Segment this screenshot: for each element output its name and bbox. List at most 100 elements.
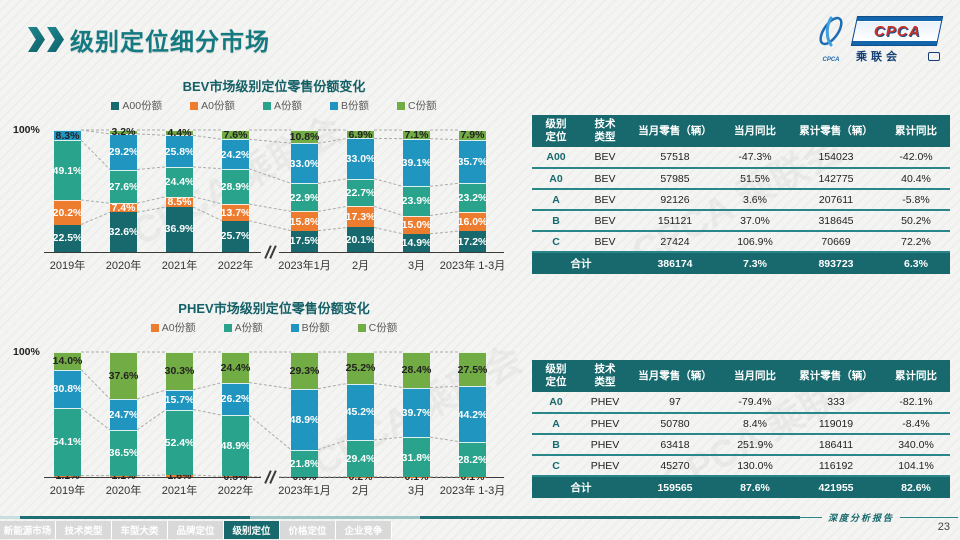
bar-segment: 39.1% — [402, 138, 431, 187]
table-cell: -79.4% — [720, 392, 790, 415]
table-cell: 130.0% — [720, 455, 790, 478]
bar-segment: 1.6% — [166, 471, 193, 481]
table-cell: 40.4% — [882, 168, 950, 191]
data-label: 29.4% — [345, 452, 376, 465]
table-header-cell: 级别 定位 — [532, 115, 580, 148]
data-label: 22.5% — [52, 232, 83, 245]
footer-tab-4[interactable]: 级别定位 — [224, 521, 280, 539]
report-label: 深度分析报告 — [828, 513, 895, 523]
bev-stacked-bar-chart: 22.5% 20.2% 49.1% 8.3% 32.6% 7.4% 27.6% 29.2% 3.… — [44, 126, 504, 259]
table-cell: 82.6% — [882, 476, 950, 499]
table-cell: 159565 — [630, 476, 720, 499]
bar-segment: 1.1% — [110, 471, 137, 481]
data-label: 13.7% — [220, 206, 251, 219]
bar-segment: 0.5% — [222, 471, 249, 481]
data-label: 48.9% — [289, 413, 320, 426]
bar-segment: 31.8% — [402, 437, 431, 477]
table-cell: 63418 — [630, 434, 720, 457]
footer-tab-2[interactable]: 车型大类 — [112, 521, 168, 539]
table-cell: A — [532, 413, 580, 436]
axis-label: 2022年 — [217, 485, 254, 497]
table-cell: 318645 — [790, 210, 882, 233]
data-label: 4.4% — [167, 126, 192, 139]
footer-tab-5[interactable]: 价格定位 — [280, 521, 336, 539]
table-cell: BEV — [580, 231, 630, 254]
page-number: 23 — [937, 521, 950, 533]
footer-tab-3[interactable]: 品牌定位 — [168, 521, 224, 539]
table-header-cell: 当月同比 — [720, 360, 790, 393]
table-cell: 6.3% — [882, 252, 950, 275]
data-label: 49.1% — [52, 164, 83, 177]
table-header-cell: 当月零售（辆） — [630, 115, 720, 148]
bar-segment: 32.6% — [109, 212, 138, 252]
stacked-bar: 17.5% 15.8% 22.9% 33.0% 10.8% — [289, 130, 320, 252]
data-label: 7.6% — [223, 128, 248, 141]
table-cell: 154023 — [790, 147, 882, 170]
data-label: 16.0% — [457, 215, 488, 228]
table-cell: 37.0% — [720, 210, 790, 233]
data-label: 15.8% — [289, 215, 320, 228]
bar-segment: 24.4% — [220, 352, 251, 383]
phev-y-axis-max-label: 100% — [13, 346, 40, 358]
data-label: 23.2% — [457, 191, 488, 204]
data-label: 39.7% — [401, 406, 432, 419]
table-cell: PHEV — [580, 434, 630, 457]
data-label: 24.4% — [220, 361, 251, 374]
connector-lines — [80, 129, 460, 235]
bar-segment: 35.7% — [457, 139, 488, 184]
table-cell: 合计 — [532, 476, 630, 499]
data-label: 1.1% — [55, 470, 80, 483]
table-cell: 142775 — [790, 168, 882, 191]
data-label: 52.4% — [164, 436, 195, 449]
footer-tabs: 新能源市场 技术类型 车型大类 品牌定位 级别定位 价格定位 企业竞争 — [0, 521, 392, 539]
data-label: 35.7% — [457, 155, 488, 168]
bar-segment: 7.1% — [403, 130, 430, 140]
table-row: C PHEV 45270 130.0% 116192 104.1% — [532, 455, 950, 478]
bar-segment: 22.5% — [52, 224, 83, 252]
table-cell: 70669 — [790, 231, 882, 254]
stacked-bar: 32.6% 7.4% 27.6% 29.2% 3.2% — [109, 127, 138, 252]
data-label: 17.3% — [345, 211, 376, 224]
stacked-bar: 1.1% 36.5% 24.7% 37.6% — [109, 352, 138, 481]
table-cell: 51.5% — [720, 168, 790, 191]
bar-segment: 29.3% — [290, 352, 319, 389]
table-row: A00 BEV 57518 -47.3% 154023 -42.0% — [532, 147, 950, 170]
table-cell: BEV — [580, 168, 630, 191]
bar-segment: 36.5% — [109, 429, 138, 476]
table-row: A PHEV 50780 8.4% 119019 -8.4% — [532, 413, 950, 436]
footer-tab-0[interactable]: 新能源市场 — [0, 521, 56, 539]
table-header-cell: 当月零售（辆） — [630, 360, 720, 393]
data-label: 28.4% — [401, 364, 432, 376]
legend-label: A0份额 — [161, 322, 196, 334]
divider — [800, 517, 822, 518]
legend-swatch-icon — [190, 101, 199, 110]
legend-label: A0份额 — [201, 100, 235, 112]
table-cell: 893723 — [790, 252, 882, 275]
bar-segment: 7.9% — [459, 130, 486, 140]
bar-segment: 24.2% — [221, 139, 250, 169]
bar-segment: 36.9% — [165, 206, 194, 252]
stacked-bar: 0.2%29.4%45.2%25.2% — [345, 352, 376, 482]
bar-segment: 14.0% — [53, 352, 82, 370]
legend-label: B份额 — [301, 322, 330, 334]
stacked-bar: 0.1%31.8%39.7%28.4% — [401, 352, 432, 482]
data-label: 20.1% — [345, 233, 376, 246]
table-row: B BEV 151121 37.0% 318645 50.2% — [532, 210, 950, 233]
bar-segment: 14.9% — [402, 233, 431, 252]
table-row: A0 PHEV 97 -79.4% 333 -82.1% — [532, 392, 950, 415]
footer-tab-6[interactable]: 企业竞争 — [336, 521, 392, 539]
bar-segment: 23.9% — [402, 186, 431, 216]
footer-tab-1[interactable]: 技术类型 — [56, 521, 112, 539]
axis-label: 2019年 — [49, 260, 86, 272]
phev-stacked-bar-chart: 1.1% 54.1% 30.8% 14.0% 1.1% 36.5% 24.7% 37.6% 1.… — [44, 351, 504, 484]
data-label: 7.9% — [460, 129, 485, 142]
legend-item: A份额 — [262, 98, 302, 113]
bar-segment: 27.6% — [109, 169, 138, 204]
bar-segment: 22.9% — [290, 183, 319, 212]
data-label: 45.2% — [345, 406, 376, 418]
stacked-bar: 0.0%21.8%48.9%29.3% — [289, 352, 320, 482]
data-label: 17.2% — [457, 235, 488, 248]
table-cell: 421955 — [790, 476, 882, 499]
bar-segment: 20.2% — [53, 199, 82, 225]
legend-item: A份额 — [223, 320, 263, 335]
